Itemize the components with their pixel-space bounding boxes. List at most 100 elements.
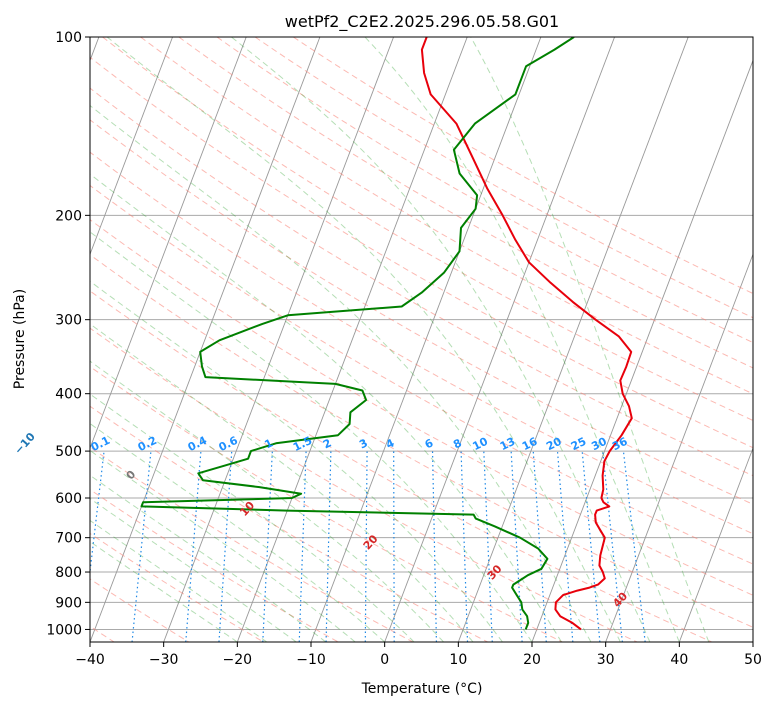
background-lines: [90, 37, 753, 642]
dry-adiabat-line: [140, 37, 753, 395]
dry-adiabat-line: [90, 327, 638, 642]
moist-adiabat-line: [90, 497, 297, 642]
moist-adiabat-line: [90, 104, 592, 642]
moist-adiabat-line: [90, 280, 503, 642]
chart-title: wetPf2_C2E2.2025.296.05.58.G01: [285, 12, 559, 32]
dry-adiabat-line: [178, 37, 753, 369]
x-tick-label: −20: [223, 652, 253, 668]
y-tick-label: 500: [55, 444, 82, 460]
dry-adiabat-line: [90, 184, 753, 565]
y-tick-label: 700: [55, 531, 82, 547]
isotherm-line: [90, 37, 321, 642]
dry-adiabat-label: −10: [12, 430, 38, 457]
x-tick-label: −10: [296, 652, 326, 668]
moist-adiabat-line: [106, 37, 621, 642]
dry-adiabat-line: [90, 446, 414, 642]
moist-adiabat-line: [90, 541, 238, 642]
isotherm-line: [605, 253, 753, 642]
y-tick-label: 800: [55, 565, 82, 581]
mixing-ratio-label: 6: [423, 436, 436, 451]
dry-adiabat-line: [90, 290, 712, 642]
y-tick-label: 200: [55, 208, 82, 224]
mixing-ratio-line: [218, 451, 233, 642]
mixing-ratio-line: [262, 451, 273, 642]
dry-adiabat-line: [293, 37, 753, 295]
isotherm-line: [163, 37, 394, 642]
curve-labels: 0.10.20.40.611.52346810131620253036−100−…: [12, 430, 631, 610]
y-tick-label: 300: [55, 313, 82, 329]
isotherm-line: [90, 37, 173, 256]
mixing-ratio-line: [622, 451, 646, 642]
mixing-ratio-label: 25: [569, 435, 588, 453]
y-tick-label: 900: [55, 595, 82, 611]
mixing-ratio-line: [483, 451, 493, 642]
mixing-ratio-line: [431, 451, 438, 642]
mixing-ratio-label: 13: [498, 435, 517, 453]
dry-adiabat-line: [90, 365, 563, 642]
sounding-profiles: [140, 37, 633, 631]
isotherm-line: [678, 446, 753, 642]
moist-adiabat-line: [364, 37, 680, 642]
mixing-ratio-line: [185, 451, 202, 642]
y-tick-label: 400: [55, 387, 82, 403]
mixing-ratio-label: 3: [357, 436, 370, 451]
mixing-ratio-label: 20: [544, 435, 564, 454]
x-tick-label: 10: [449, 652, 467, 668]
isotherm-line: [752, 640, 753, 642]
dry-adiabat-label: 0: [124, 468, 139, 483]
moist-adiabat-line: [90, 519, 268, 642]
plot-frame: [89, 36, 754, 643]
isotherm-line: [90, 37, 247, 450]
y-axis-label: Pressure (hPa): [12, 289, 28, 389]
mixing-ratio-line: [325, 451, 332, 642]
dry-adiabat-line: [90, 151, 753, 535]
x-tick-label: −30: [149, 652, 179, 668]
isotherm-line: [531, 59, 753, 642]
x-tick-label: −40: [75, 652, 105, 668]
dry-adiabat-label: 10: [237, 499, 257, 519]
x-tick-label: 40: [670, 652, 688, 668]
dry-adiabat-line: [90, 56, 753, 449]
moist-adiabat-line: [90, 449, 356, 642]
temperature-profile-line: [420, 37, 633, 631]
isotherm-line: [457, 37, 689, 642]
dry-adiabat-line: [90, 405, 488, 642]
mixing-ratio-line: [298, 451, 307, 642]
moist-adiabat-line: [90, 173, 562, 642]
dry-adiabat-line: [90, 119, 753, 505]
moist-adiabat-line: [90, 231, 533, 642]
dry-adiabat-line: [90, 254, 753, 628]
x-tick-label: 50: [744, 652, 762, 668]
mixing-ratio-label: 30: [589, 435, 609, 454]
moist-adiabat-line: [90, 360, 444, 642]
moist-adiabat-line: [90, 323, 474, 642]
mixing-ratio-label: 36: [610, 435, 630, 454]
x-tick-label: 0: [380, 652, 389, 668]
x-tick-label: 30: [597, 652, 615, 668]
x-tick-label: 20: [523, 652, 541, 668]
mixing-ratio-line: [581, 451, 601, 642]
moist-adiabat-line: [90, 474, 327, 642]
mixing-ratio-label: 4: [384, 436, 397, 451]
mixing-ratio-line: [556, 451, 574, 642]
y-tick-label: 100: [55, 30, 82, 46]
dry-adiabat-line: [90, 87, 753, 477]
mixing-ratio-line: [131, 451, 152, 642]
mixing-ratio-label: 10: [471, 435, 491, 454]
dry-adiabat-line: [90, 578, 190, 642]
dry-adiabat-line: [254, 37, 753, 319]
mixing-ratio-line: [460, 451, 469, 642]
mixing-ratio-line: [510, 451, 523, 642]
isotherm-line: [384, 37, 615, 642]
moist-adiabat-line: [231, 37, 651, 642]
axes: −40 −30 −20 −10 0 10 20 30 40 5010020030040050060…: [46, 30, 762, 668]
moist-adiabat-line: [90, 422, 386, 642]
dry-adiabat-line: [216, 37, 753, 344]
isotherm-line: [236, 37, 468, 642]
y-tick-label: 1000: [46, 622, 82, 638]
mixing-ratio-line: [532, 451, 547, 642]
y-tick-label: 600: [55, 491, 82, 507]
mixing-ratio-line: [602, 451, 623, 642]
dry-adiabat-line: [102, 37, 753, 422]
